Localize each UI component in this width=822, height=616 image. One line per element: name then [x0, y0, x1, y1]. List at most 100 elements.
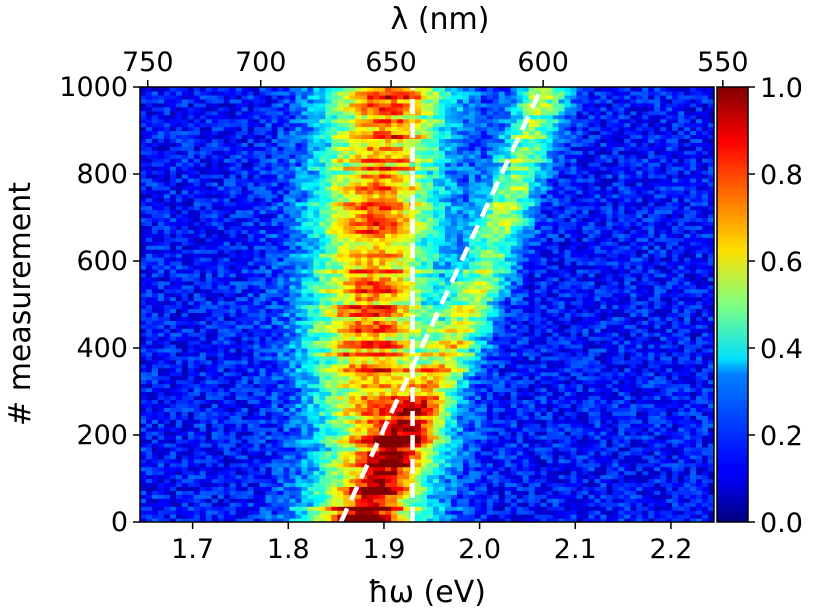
- heatmap-cell: [145, 482, 153, 487]
- heatmap-cell: [672, 482, 679, 487]
- heatmap-cell: [582, 486, 590, 491]
- heatmap-cell: [199, 316, 207, 321]
- heatmap-cell: [660, 462, 667, 468]
- heatmap-cell: [432, 355, 440, 361]
- heatmap-cell: [415, 371, 422, 377]
- heatmap-cell: [642, 502, 649, 507]
- heatmap-cell: [181, 518, 189, 522]
- heatmap-cell: [229, 367, 237, 373]
- heatmap-cell: [169, 316, 177, 321]
- heatmap-cell: [438, 486, 446, 491]
- heatmap-cell: [289, 379, 297, 385]
- heatmap-cell: [391, 348, 398, 353]
- heatmap-cell: [163, 375, 171, 381]
- heatmap-cell: [696, 391, 703, 397]
- heatmap-cell: [217, 450, 225, 456]
- heatmap-cell: [140, 494, 147, 499]
- heatmap-cell: [379, 498, 386, 503]
- heatmap-cell: [606, 423, 613, 428]
- heatmap-cell: [337, 514, 344, 519]
- heatmap-cell: [187, 344, 195, 349]
- heatmap-cell: [504, 474, 512, 480]
- heatmap-cell: [421, 399, 428, 404]
- heatmap-cell: [343, 391, 350, 397]
- heatmap-cell: [606, 407, 613, 412]
- heatmap-cell: [600, 403, 607, 408]
- heatmap-cell: [708, 435, 714, 440]
- heatmap-cell: [145, 510, 153, 515]
- heatmap-cell: [223, 383, 231, 389]
- heatmap-cell: [205, 518, 213, 522]
- heatmap-cell: [666, 328, 673, 333]
- heatmap-cell: [169, 415, 177, 420]
- heatmap-cell: [349, 411, 356, 416]
- heatmap-cell: [421, 363, 428, 369]
- heatmap-cell: [546, 375, 554, 381]
- heatmap-cell: [612, 351, 619, 357]
- heatmap-cell: [295, 446, 303, 452]
- heatmap-cell: [474, 340, 482, 345]
- heatmap-cell: [642, 324, 649, 329]
- heatmap-cell: [223, 324, 231, 329]
- heatmap-cell: [259, 462, 267, 468]
- heatmap-cell: [169, 494, 177, 499]
- heatmap-cell: [271, 316, 279, 321]
- heatmap-cell: [187, 458, 195, 464]
- heatmap-cell: [337, 359, 344, 365]
- heatmap-cell: [540, 383, 548, 389]
- heatmap-cell: [205, 320, 213, 325]
- heatmap-cell: [642, 435, 649, 440]
- heatmap-cell: [450, 411, 458, 416]
- heatmap-cell: [654, 344, 661, 349]
- heatmap-cell: [403, 470, 410, 476]
- heatmap-cell: [313, 442, 320, 448]
- heatmap-cell: [648, 514, 655, 519]
- heatmap-cell: [277, 324, 285, 329]
- heatmap-cell: [438, 355, 446, 361]
- heatmap-cell: [313, 450, 320, 456]
- heatmap-cell: [163, 435, 171, 440]
- heatmap-cell: [361, 510, 368, 515]
- heatmap-cell: [391, 431, 398, 436]
- heatmap-cell: [140, 486, 147, 491]
- heatmap-cell: [331, 340, 338, 345]
- heatmap-cell: [456, 359, 464, 365]
- heatmap-cell: [504, 336, 512, 341]
- heatmap-cell: [145, 419, 153, 424]
- heatmap-cell: [678, 498, 685, 503]
- heatmap-cell: [582, 383, 590, 389]
- heatmap-cell: [397, 431, 404, 436]
- heatmap-cell: [468, 494, 476, 499]
- heatmap-cell: [145, 344, 153, 349]
- heatmap-cell: [456, 411, 464, 416]
- heatmap-cell: [528, 391, 536, 397]
- heatmap-cell: [301, 359, 309, 365]
- heatmap-cell: [648, 431, 655, 436]
- heatmap-cell: [283, 379, 291, 385]
- heatmap-cell: [672, 336, 679, 341]
- heatmap-cell: [271, 411, 279, 416]
- heatmap-cell: [684, 482, 691, 487]
- heatmap-cell: [181, 387, 189, 393]
- heatmap-cell: [462, 510, 470, 515]
- heatmap-cell: [367, 344, 374, 349]
- heatmap-cell: [361, 363, 368, 369]
- heatmap-cell: [648, 359, 655, 365]
- heatmap-cell: [187, 399, 195, 404]
- heatmap-cell: [708, 514, 714, 519]
- heatmap-cell: [157, 411, 165, 416]
- heatmap-cell: [229, 458, 237, 464]
- heatmap-cell: [708, 359, 714, 365]
- heatmap-cell: [403, 403, 410, 408]
- heatmap-cell: [468, 506, 476, 511]
- heatmap-cell: [576, 502, 584, 507]
- heatmap-cell: [223, 355, 231, 361]
- heatmap-cell: [480, 351, 488, 357]
- heatmap-cell: [415, 518, 422, 522]
- heatmap-cell: [271, 320, 279, 325]
- heatmap-cell: [654, 359, 661, 365]
- heatmap-cell: [516, 387, 524, 393]
- heatmap-cell: [151, 387, 159, 393]
- heatmap-cell: [666, 450, 673, 456]
- heatmap-cell: [696, 486, 703, 491]
